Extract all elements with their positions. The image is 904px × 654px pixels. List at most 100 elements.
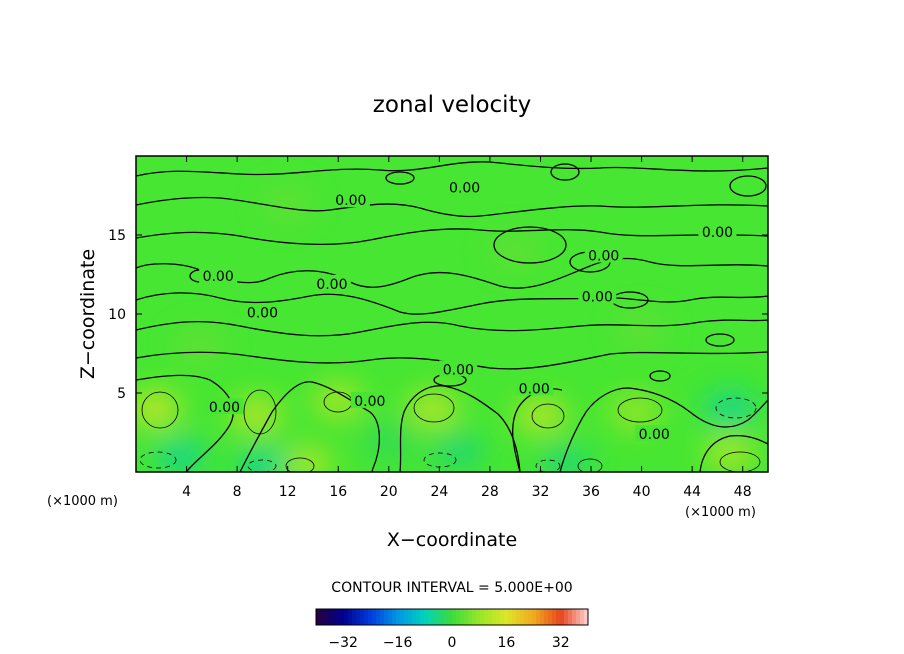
contour-label-bg xyxy=(312,274,351,291)
x-axis-label: X−coordinate xyxy=(387,529,517,551)
field-blob xyxy=(236,447,289,472)
colorbar-cell xyxy=(516,609,521,625)
contour-line xyxy=(550,163,580,181)
colorbar-cell xyxy=(552,609,557,625)
contour-interval-text: CONTOUR INTERVAL = 5.000E+00 xyxy=(331,580,572,596)
contour-line xyxy=(136,319,768,337)
field-blob xyxy=(362,422,415,459)
contour-line xyxy=(493,226,567,264)
colorbar-tick-label: 16 xyxy=(497,635,515,651)
colorbar-cell xyxy=(504,609,509,625)
y-axis: 5 10 15 xyxy=(108,228,768,402)
contour-line xyxy=(531,403,565,429)
colorbar-cell xyxy=(572,609,577,625)
colorbar-cell xyxy=(532,609,537,625)
colorbar-cell xyxy=(544,609,549,625)
contour-label-bg xyxy=(515,379,554,396)
contour-line xyxy=(136,196,768,218)
colorbar xyxy=(315,608,589,626)
field-blob xyxy=(489,232,542,269)
field-blob xyxy=(173,327,226,364)
contour-label-bg xyxy=(584,246,623,263)
contour-line xyxy=(385,171,415,185)
contour-line xyxy=(577,458,603,472)
colorbar-cell xyxy=(492,609,497,625)
colorbar-cell xyxy=(576,609,581,625)
colorbar-cell xyxy=(424,609,429,625)
field-blob xyxy=(280,446,333,472)
contour-line xyxy=(559,387,768,472)
x-tick-label: 32 xyxy=(532,484,550,500)
contour-line xyxy=(617,397,663,423)
y-tick-label: 10 xyxy=(108,307,126,323)
colorbar-cell xyxy=(396,609,401,625)
colorbar-cell xyxy=(348,609,353,625)
colorbar-cell xyxy=(388,609,393,625)
colorbar-cell xyxy=(340,609,345,625)
contour-line xyxy=(719,451,761,472)
colorbar-cell xyxy=(392,609,397,625)
colorbar-cell xyxy=(360,609,365,625)
colorbar-cell xyxy=(480,609,485,625)
colorbar-tick-label: −16 xyxy=(383,635,413,651)
colorbar-cell xyxy=(412,609,417,625)
x-tick-label: 36 xyxy=(582,484,600,500)
field-background xyxy=(136,156,768,472)
contour-label-bg xyxy=(205,398,244,415)
colorbar-cell xyxy=(488,609,493,625)
x-axis: 4 8 12 16 20 24 28 32 36 40 44 48 xyxy=(182,156,752,500)
colorbar-cell xyxy=(564,609,569,625)
contour-label-bg xyxy=(243,303,282,320)
contour-label: 0.00 xyxy=(354,394,385,410)
x-tick-label: 8 xyxy=(233,484,242,500)
colorbar-cell xyxy=(460,609,465,625)
colorbar-cell xyxy=(376,609,381,625)
colorbar-cell xyxy=(496,609,501,625)
colorbar-cell xyxy=(500,609,505,625)
y-axis-label: Z−coordinate xyxy=(77,249,99,379)
contour-line xyxy=(729,175,767,197)
x-tick-label: 12 xyxy=(279,484,297,500)
x-tick-label: 48 xyxy=(734,484,752,500)
field-blob xyxy=(539,444,592,472)
contour-label: 0.00 xyxy=(247,305,278,321)
contour-label: 0.00 xyxy=(702,225,733,241)
contour-line xyxy=(705,333,735,347)
colorbar-cell xyxy=(364,609,369,625)
chart-title: zonal velocity xyxy=(373,92,531,118)
colorbar-tick-label: 32 xyxy=(552,635,570,651)
y-tick-label: 15 xyxy=(108,228,126,244)
contour-label: 0.00 xyxy=(449,181,480,197)
colorbar-cell xyxy=(536,609,541,625)
contour-labels: 0.00 0.00 0.00 0.00 0.00 0.00 0.00 0.00 0.00 0.00… xyxy=(199,178,737,443)
colorbar-cell xyxy=(452,609,457,625)
colorbar-cell xyxy=(568,609,573,625)
colorbar-cell xyxy=(540,609,545,625)
colorbar-cell xyxy=(468,609,473,625)
field-blob xyxy=(261,185,314,222)
contour-label-bg xyxy=(439,360,478,377)
colorbar-cell xyxy=(508,609,513,625)
contour-label: 0.00 xyxy=(519,381,550,397)
field-blob xyxy=(154,438,207,472)
colorbar-cell xyxy=(444,609,449,625)
plot-area: 0.00 0.00 0.00 0.00 0.00 0.00 0.00 0.00 0.00 0.00… xyxy=(108,155,769,500)
contour-label: 0.00 xyxy=(443,362,474,378)
colorbar-cell xyxy=(404,609,409,625)
colorbar-cell xyxy=(328,609,333,625)
colorbar-cell xyxy=(448,609,453,625)
colorbar-cell xyxy=(352,609,357,625)
field-blob xyxy=(609,393,662,430)
contour-label: 0.00 xyxy=(582,290,613,306)
contour-label-bg xyxy=(445,178,484,195)
colorbar-tick-label: −32 xyxy=(328,635,358,651)
x-tick-label: 28 xyxy=(481,484,499,500)
contour-label-bg xyxy=(635,425,674,442)
colorbar-frame xyxy=(315,608,589,626)
contour-line xyxy=(413,393,455,423)
contour-line xyxy=(649,370,671,382)
colorbar-cell xyxy=(484,609,489,625)
colorbar-cell xyxy=(528,609,533,625)
colorbar-cell xyxy=(380,609,385,625)
